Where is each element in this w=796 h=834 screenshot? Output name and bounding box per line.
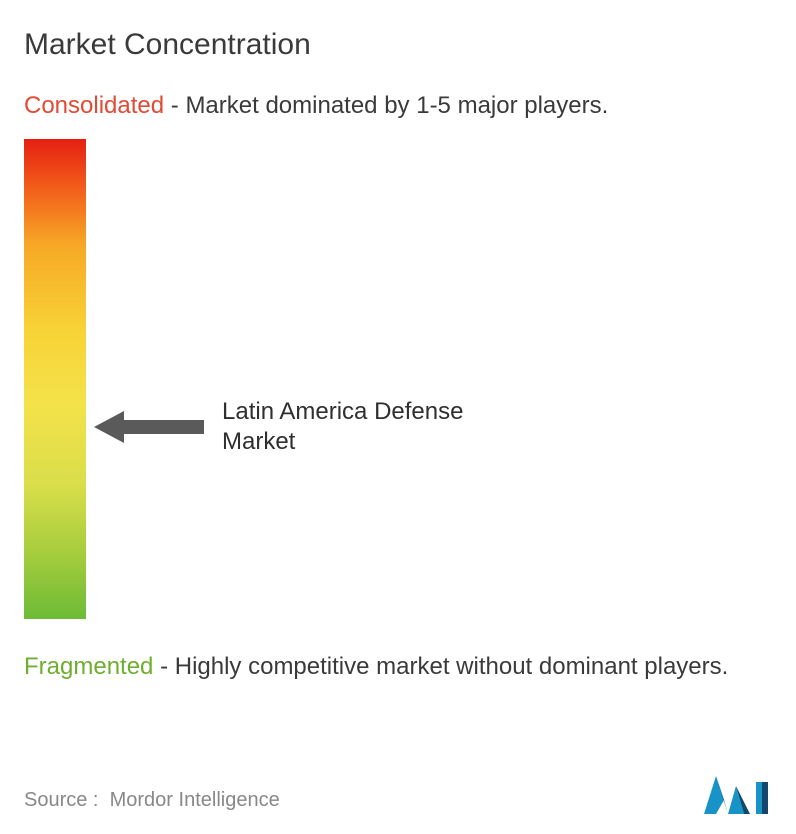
- fragmented-text: - Highly competitive market without domi…: [153, 653, 728, 680]
- source-attribution: Source : Mordor Intelligence: [24, 789, 280, 812]
- source-prefix: Source :: [24, 789, 98, 811]
- brand-logo-icon: [702, 770, 774, 816]
- arrow-left-icon: [94, 407, 204, 447]
- consolidated-description: Consolidated - Market dominated by 1-5 m…: [24, 90, 772, 121]
- source-name: Mordor Intelligence: [110, 789, 280, 811]
- concentration-scale: Latin America Defense Market: [24, 139, 772, 629]
- fragmented-keyword: Fragmented: [24, 653, 153, 680]
- consolidated-keyword: Consolidated: [24, 92, 164, 119]
- gradient-bar: [24, 139, 86, 619]
- market-marker: Latin America Defense Market: [94, 397, 522, 457]
- consolidated-text: - Market dominated by 1-5 major players.: [164, 92, 608, 119]
- fragmented-description: Fragmented - Highly competitive market w…: [24, 651, 772, 682]
- marker-label: Latin America Defense Market: [222, 397, 522, 457]
- page-title: Market Concentration: [24, 28, 772, 62]
